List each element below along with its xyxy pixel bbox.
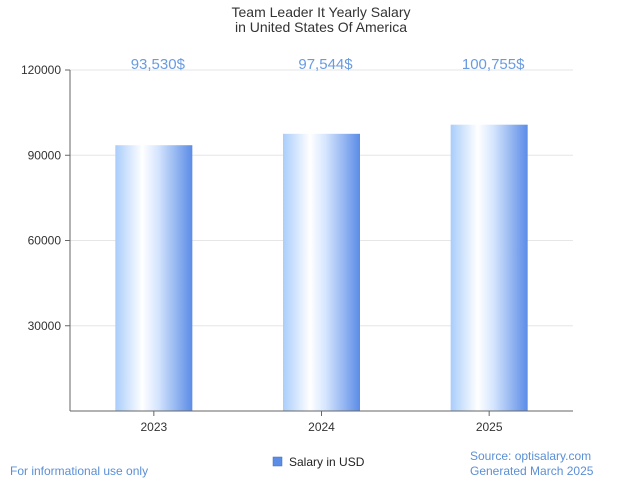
footer-source: Source: optisalary.com [470, 449, 591, 463]
bars [115, 124, 528, 412]
bar-2024 [283, 133, 360, 411]
ytick-label: 30000 [28, 319, 62, 333]
bar-2025 [450, 124, 528, 412]
xtick-label-2025: 2025 [476, 420, 503, 434]
chart-title-line-1: Team Leader It Yearly Salary [232, 4, 411, 20]
xtick-label-2023: 2023 [140, 420, 167, 434]
ytick-label: 60000 [28, 234, 62, 248]
legend: Salary in USD [272, 455, 365, 469]
footer-disclaimer: For informational use only [10, 464, 148, 478]
legend-label: Salary in USD [289, 455, 365, 469]
bar-2023 [115, 145, 193, 411]
xtick-label-2024: 2024 [308, 420, 335, 434]
ytick-label: 90000 [28, 148, 62, 162]
chart-title-line-2: in United States Of America [235, 19, 407, 35]
ytick-label: 120000 [21, 63, 61, 77]
data-label-2025: 100,755$ [462, 56, 525, 73]
legend-swatch [272, 456, 283, 467]
data-labels: 93,530$ 97,544$ 100,755$ [131, 56, 525, 73]
footer-generated: Generated March 2025 [470, 464, 594, 478]
data-label-2023: 93,530$ [131, 56, 186, 73]
x-axis-ticks: 2023 2024 2025 [140, 411, 503, 434]
data-label-2024: 97,544$ [298, 56, 353, 73]
y-axis-ticks: 30000 60000 90000 120000 [21, 63, 70, 333]
